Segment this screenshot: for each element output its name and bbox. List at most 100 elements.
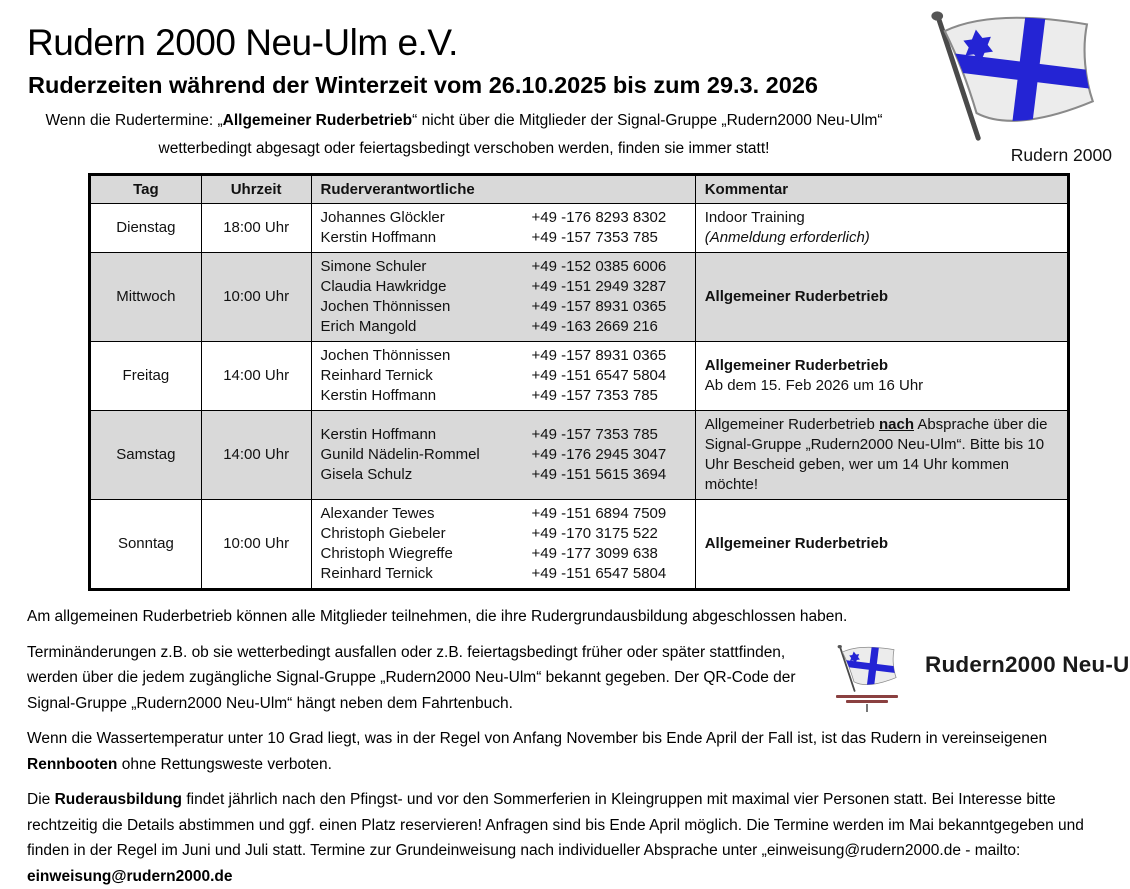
- person-row: Kerstin Hoffmann +49 -157 7353 785: [321, 386, 686, 406]
- responsible-cell: Alexander Tewes +49 -151 6894 7509 Christo…: [310, 499, 696, 590]
- person-name: Christoph Wiegreffe: [320, 545, 453, 562]
- person-name: Erich Mangold: [320, 318, 417, 335]
- text-segment: Allgemeiner Ruderbetrieb: [222, 112, 413, 129]
- text-segment: “ nicht über die Mitglieder der Signal-G…: [158, 112, 883, 157]
- column-header-uhrzeit: Uhrzeit: [200, 174, 312, 204]
- comment-cell: Allgemeiner Ruderbetrieb Ab dem 15. Feb 2…: [694, 341, 1070, 411]
- person-phone: +49 -151 2949 3287: [531, 278, 667, 295]
- page-subtitle: Ruderzeiten während der Winterzeit vom 2…: [28, 72, 818, 98]
- person-phone: +49 -177 3099 638: [531, 545, 658, 562]
- comment-line: Allgemeiner Ruderbetrieb: [705, 534, 1058, 554]
- table-row: Sonntag 10:00 Uhr Alexander Tewes +49 -151 …: [89, 499, 1070, 590]
- time-cell: 10:00 Uhr: [200, 252, 312, 342]
- comment-cell: Allgemeiner Ruderbetrieb: [694, 252, 1070, 342]
- time-cell: 14:00 Uhr: [200, 410, 312, 500]
- person-phone: +49 -176 8293 8302: [531, 209, 667, 226]
- comment-line: Allgemeiner Ruderbetrieb nach Absprache …: [705, 415, 1058, 495]
- comment-line: Allgemeiner Ruderbetrieb: [705, 356, 1058, 376]
- person-name: Simone Schuler: [320, 258, 427, 275]
- text-segment: Indoor Training: [704, 209, 805, 226]
- flag-icon: [909, 6, 1116, 144]
- person-row: Reinhard Ternick +49 -151 6547 5804: [321, 564, 686, 584]
- text-segment: Ruderausbildung: [54, 791, 183, 808]
- person-name: Kerstin Hoffmann: [320, 387, 437, 404]
- schedule-table: Tag Uhrzeit Ruderverantwortliche Kommentar …: [88, 173, 1070, 591]
- person-phone: +49 -151 6547 5804: [531, 367, 667, 384]
- email-link[interactable]: einweisung@rudern2000.de: [27, 867, 233, 885]
- person-name: Gisela Schulz: [320, 466, 413, 483]
- club-flag-logo: Rudern 2000: [909, 6, 1116, 166]
- person-row: Reinhard Ternick +49 -151 6547 5804: [321, 366, 686, 386]
- person-phone: +49 -151 6894 7509: [531, 505, 667, 522]
- responsible-cell: Johannes Glöckler +49 -176 8293 8302 Kerst…: [310, 203, 696, 253]
- day-cell: Sonntag: [89, 499, 202, 590]
- text-segment: Terminänderungen z.B. ob sie wetterbedin…: [27, 643, 796, 712]
- table-row: Freitag 14:00 Uhr Jochen Thönnissen +49 -15…: [89, 341, 1070, 411]
- person-phone: +49 -152 0385 6006: [531, 258, 667, 275]
- table-row: Samstag 14:00 Uhr Kerstin Hoffmann +49 -157…: [89, 410, 1070, 500]
- paragraph-water-temperature: Wenn die Wassertemperatur unter 10 Grad …: [27, 726, 1105, 777]
- person-name: Kerstin Hoffmann: [320, 426, 437, 443]
- person-phone: +49 -157 8931 0365: [531, 347, 667, 364]
- person-row: Jochen Thönnissen +49 -157 8931 0365: [321, 297, 686, 317]
- person-row: Simone Schuler +49 -152 0385 6006: [321, 257, 686, 277]
- paragraph-general-participation: Am allgemeinen Ruderbetrieb können alle …: [27, 604, 1105, 630]
- person-row: Christoph Giebeler +49 -170 3175 522: [321, 524, 686, 544]
- person-name: Johannes Glöckler: [320, 209, 445, 226]
- signal-group-label: Rudern2000 Neu-Ulm: [925, 651, 1130, 677]
- paragraph-training: Die Ruderausbildung findet jährlich nach…: [27, 787, 1105, 889]
- time-cell: 14:00 Uhr: [200, 341, 312, 411]
- comment-cell: Allgemeiner Ruderbetrieb: [694, 499, 1070, 590]
- person-phone: +49 -157 7353 785: [531, 426, 658, 443]
- page-title: Rudern 2000 Neu-Ulm e.V.: [27, 22, 458, 63]
- text-segment: nach: [878, 416, 914, 433]
- time-cell: 10:00 Uhr: [200, 499, 312, 590]
- text-segment: Wenn die Rudertermine: „: [45, 112, 223, 129]
- intro-text: Wenn die Rudertermine: „Allgemeiner Rude…: [35, 107, 893, 163]
- document-page: { "page": { "title": "Rudern 2000 Neu-Ul…: [27, 6, 1130, 885]
- text-segment: (Anmeldung erforderlich): [704, 229, 870, 246]
- person-row: Kerstin Hoffmann +49 -157 7353 785: [321, 425, 686, 445]
- table-row: Mittwoch 10:00 Uhr Simone Schuler +49 -152 …: [89, 252, 1070, 342]
- time-cell: 18:00 Uhr: [200, 203, 312, 253]
- text-segment: Absprache über die Signal-Gruppe „Rudern…: [704, 416, 1048, 493]
- day-cell: Dienstag: [89, 203, 202, 253]
- notes-section: Am allgemeinen Ruderbetrieb können alle …: [27, 604, 1130, 889]
- mini-flag-caption: [866, 703, 868, 712]
- paragraph-schedule-changes: Terminänderungen z.B. ob sie wetterbedin…: [27, 640, 827, 717]
- column-header-ruderverantwortliche: Ruderverantwortliche: [310, 174, 696, 204]
- flag-logo-caption: Rudern 2000: [1010, 145, 1112, 165]
- person-row: Jochen Thönnissen +49 -157 8931 0365: [321, 346, 686, 366]
- person-row: Kerstin Hoffmann +49 -157 7353 785: [321, 228, 686, 248]
- signal-group-logo: [822, 643, 912, 712]
- responsible-cell: Kerstin Hoffmann +49 -157 7353 785 Gunild …: [310, 410, 696, 500]
- comment-line: (Anmeldung erforderlich): [705, 228, 1058, 248]
- signal-group-row: Terminänderungen z.B. ob sie wetterbedin…: [27, 640, 1130, 717]
- day-cell: Samstag: [89, 410, 202, 500]
- person-phone: +49 -157 8931 0365: [531, 298, 667, 315]
- person-row: Gisela Schulz +49 -151 5615 3694: [321, 465, 686, 485]
- person-name: Gunild Nädelin-Rommel: [320, 446, 480, 463]
- person-name: Claudia Hawkridge: [320, 278, 447, 295]
- table-header-row: Tag Uhrzeit Ruderverantwortliche Kommentar: [89, 174, 1070, 204]
- responsible-cell: Jochen Thönnissen +49 -157 8931 0365 Reinh…: [310, 341, 696, 411]
- comment-line: Ab dem 15. Feb 2026 um 16 Uhr: [705, 376, 1058, 396]
- column-header-kommentar: Kommentar: [694, 174, 1070, 204]
- text-segment: Die: [27, 791, 55, 808]
- person-row: Christoph Wiegreffe +49 -177 3099 638: [321, 544, 686, 564]
- person-name: Reinhard Ternick: [320, 367, 433, 384]
- person-row: Erich Mangold +49 -163 2669 216: [321, 317, 686, 337]
- person-phone: +49 -157 7353 785: [531, 229, 658, 246]
- responsible-cell: Simone Schuler +49 -152 0385 6006 Claudia …: [310, 252, 696, 342]
- comment-line: Allgemeiner Ruderbetrieb: [705, 287, 1058, 307]
- text-segment: Allgemeiner Ruderbetrieb: [704, 416, 879, 433]
- comment-cell: Indoor Training (Anmeldung erforderlich): [694, 203, 1070, 253]
- text-segment: Allgemeiner Ruderbetrieb: [704, 288, 889, 305]
- person-name: Jochen Thönnissen: [320, 347, 451, 364]
- person-name: Christoph Giebeler: [320, 525, 446, 542]
- text-segment: Allgemeiner Ruderbetrieb: [704, 535, 889, 552]
- column-header-tag: Tag: [89, 174, 202, 204]
- person-phone: +49 -176 2945 3047: [531, 446, 667, 463]
- person-name: Kerstin Hoffmann: [320, 229, 437, 246]
- person-name: Reinhard Ternick: [320, 565, 433, 582]
